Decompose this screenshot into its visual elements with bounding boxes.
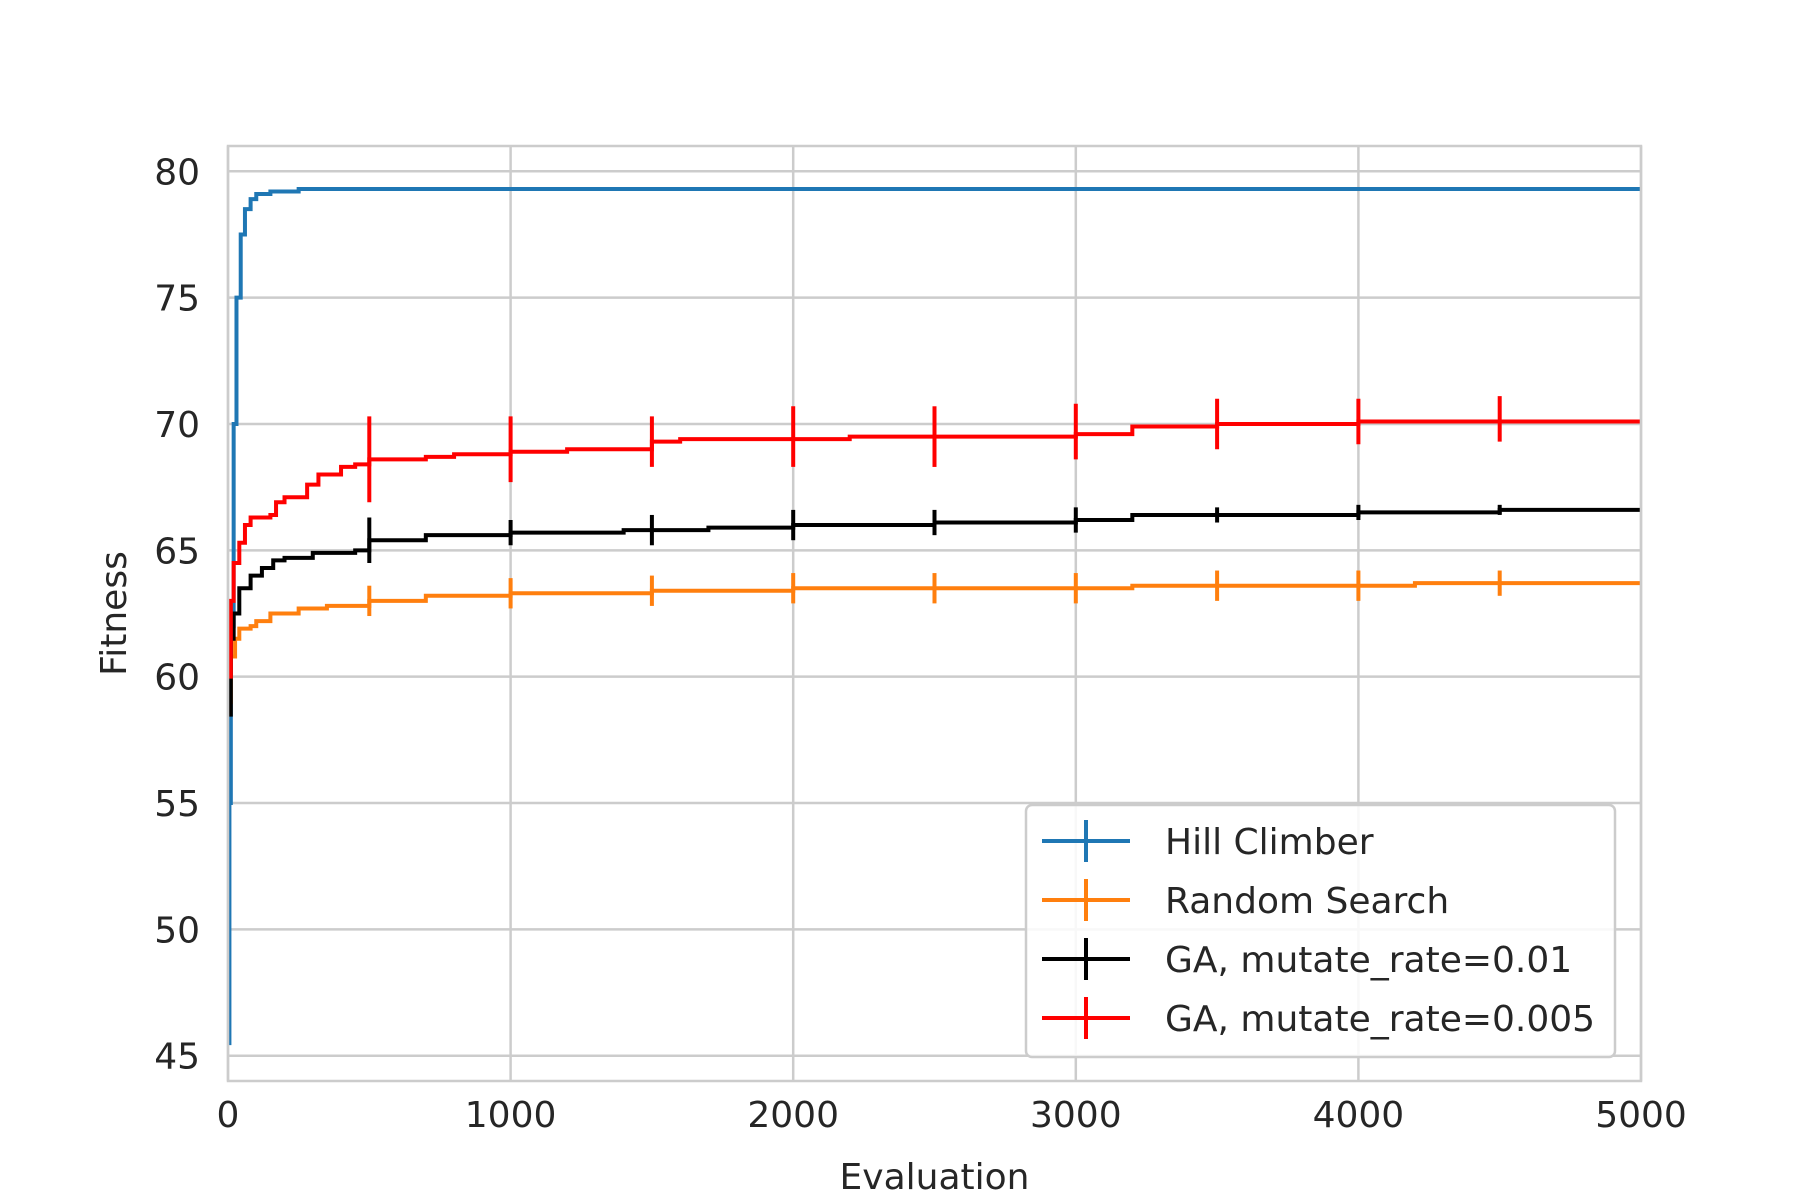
y-tick-label: 55 [154,784,200,825]
y-tick-label: 45 [154,1037,200,1078]
series-line [228,581,1641,704]
plot-frame [226,144,1643,1083]
series-layer [227,186,1641,1046]
y-tick-label: 75 [154,279,200,320]
x-tick-label: 0 [217,1095,240,1136]
series-3 [228,396,1641,679]
y-tick-label: 60 [154,658,200,699]
x-tick-label: 1000 [465,1095,557,1136]
legend-label: Random Search [1165,881,1449,922]
legend-label: GA, mutate_rate=0.01 [1165,940,1572,981]
x-tick-label: 4000 [1313,1095,1405,1136]
legend-entry: GA, mutate_rate=0.01 [1042,938,1572,981]
x-tick-label: 5000 [1595,1095,1687,1136]
legend-entry: Hill Climber [1042,820,1374,863]
legend-entry: Random Search [1042,879,1449,922]
y-axis-ticks: 45 50 55 60 65 70 75 80 [154,152,200,1077]
y-tick-label: 65 [154,531,200,572]
series-2 [228,504,1641,717]
series-line [228,507,1641,717]
x-tick-label: 3000 [1030,1095,1122,1136]
series-1 [228,570,1641,704]
legend-entry: GA, mutate_rate=0.005 [1042,997,1595,1040]
y-axis-label: Fitness [94,551,135,676]
y-tick-label: 70 [154,405,200,446]
y-tick-label: 80 [154,152,200,193]
x-axis-ticks: 0 1000 2000 3000 4000 5000 [217,1095,1687,1136]
legend-label: Hill Climber [1165,822,1374,863]
legend-label: GA, mutate_rate=0.005 [1165,999,1595,1040]
y-tick-label: 50 [154,910,200,951]
x-tick-label: 2000 [747,1095,839,1136]
x-axis-label: Evaluation [840,1157,1030,1198]
legend-box [1024,803,1617,1059]
legend: Hill Climber Random Search GA, mutate_rate… [1024,803,1617,1059]
